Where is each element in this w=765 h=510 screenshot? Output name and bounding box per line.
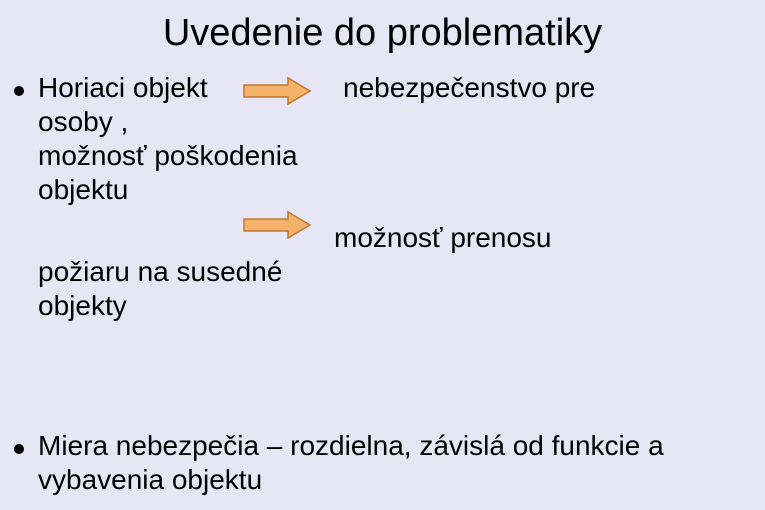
bullet2-line1: Miera nebezpečia – rozdielna, závislá od… [38,430,664,462]
slide-title: Uvedenie do problematiky [0,12,765,55]
bullet1-line3: možnosť poškodenia [38,140,298,172]
arrow-icon-1 [242,76,312,106]
arrow-icon-2 [242,210,312,240]
bullet-dot-1 [14,86,24,96]
bullet2-line2: vybavenia objektu [38,464,262,496]
bullet1-line1-left: Horiaci objekt [38,72,208,104]
bullet1-line1-right: nebezpečenstvo pre [343,72,595,104]
bullet-dot-2 [14,444,24,454]
bullet1-line4: objektu [38,174,128,206]
bullet1-line5-right: možnosť prenosu [334,222,552,254]
bullet1-line2: osoby , [38,106,128,138]
bullet1-line7: objekty [38,290,127,322]
bullet1-line6: požiaru na susedné [38,256,282,288]
